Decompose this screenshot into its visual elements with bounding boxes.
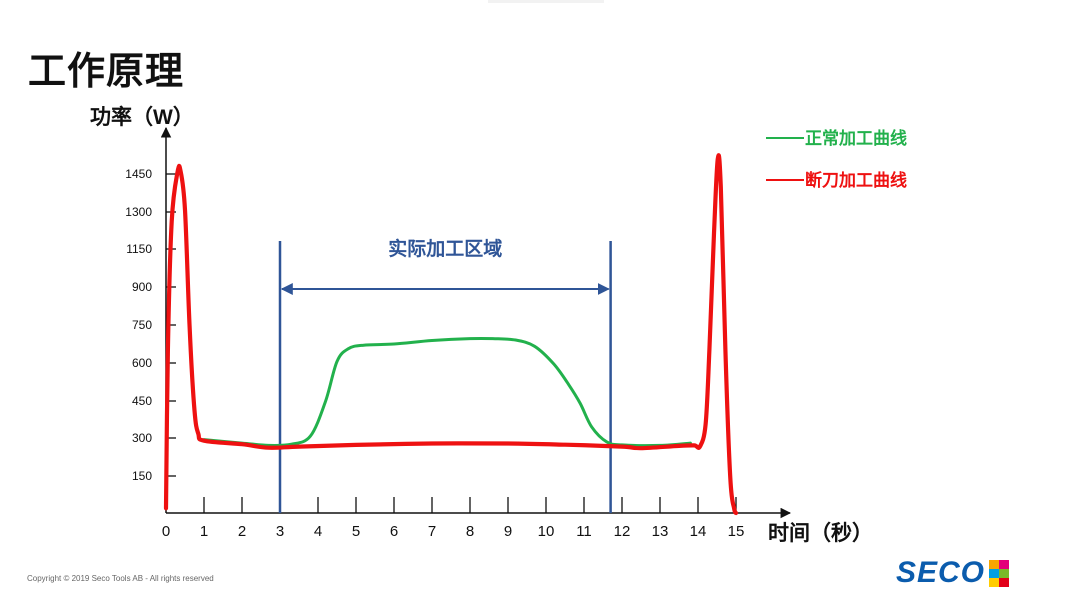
x-tick-label: 5 [352,523,360,540]
legend: 正常加工曲线 断刀加工曲线 [766,128,907,190]
logo-block [999,559,1010,569]
x-tick-label: 2 [238,523,246,540]
y-tick-label: 150 [132,469,152,483]
logo-color-blocks [989,559,1010,587]
y-tick-label: 750 [132,318,152,332]
x-tick-label: 7 [428,523,436,540]
legend-label-broken: 断刀加工曲线 [805,170,907,190]
copyright-notice: Copyright © 2019 Seco Tools AB - All rig… [27,574,214,583]
y-tick-label: 1150 [126,242,152,256]
x-tick-label: 14 [690,523,707,540]
y-tick-label: 300 [132,431,152,445]
x-axis-label: 时间（秒） [768,521,873,545]
y-ticks: 150 300 450 600 750 900 1150 1300 1450 [125,167,176,483]
y-tick-label: 900 [132,280,152,294]
x-tick-label: 9 [504,523,512,540]
x-tick-label: 0 [162,523,170,540]
series-line-normal [202,336,692,448]
actual-machining-region: 实际加工区域 [278,237,612,513]
y-axis-label: 功率（W） [90,105,194,129]
x-tick-label: 10 [538,523,555,540]
x-tick-label: 4 [314,523,322,540]
x-tick-label: 3 [276,523,284,540]
y-tick-label: 1450 [125,167,152,181]
x-tick-label: 12 [614,523,631,540]
series-line-broken [163,153,739,516]
x-tick-label: 8 [466,523,474,540]
x-tick-label: 13 [652,523,669,540]
x-tick-label: 11 [576,523,592,540]
x-tick-label: 1 [200,523,208,540]
logo-wordmark: SECO [896,556,986,589]
x-ticks: 0 1 2 3 4 5 6 7 8 9 10 11 12 13 14 15 [162,497,745,540]
x-tick-label: 6 [390,523,398,540]
logo-block [989,577,1000,587]
y-tick-label: 600 [132,356,152,370]
logo-block [989,559,1000,569]
y-tick-label: 1300 [125,205,152,219]
page-title: 工作原理 [28,49,185,93]
series-layer [163,153,739,516]
seco-logo: SECO [896,556,1010,589]
logo-block [999,568,1010,578]
y-tick-label: 450 [132,394,152,408]
logo-block [989,568,1000,578]
logo-block [999,577,1010,587]
x-tick-label: 15 [728,523,745,540]
region-label: 实际加工区域 [388,237,502,260]
legend-label-normal: 正常加工曲线 [805,128,907,148]
top-strip [488,0,604,3]
